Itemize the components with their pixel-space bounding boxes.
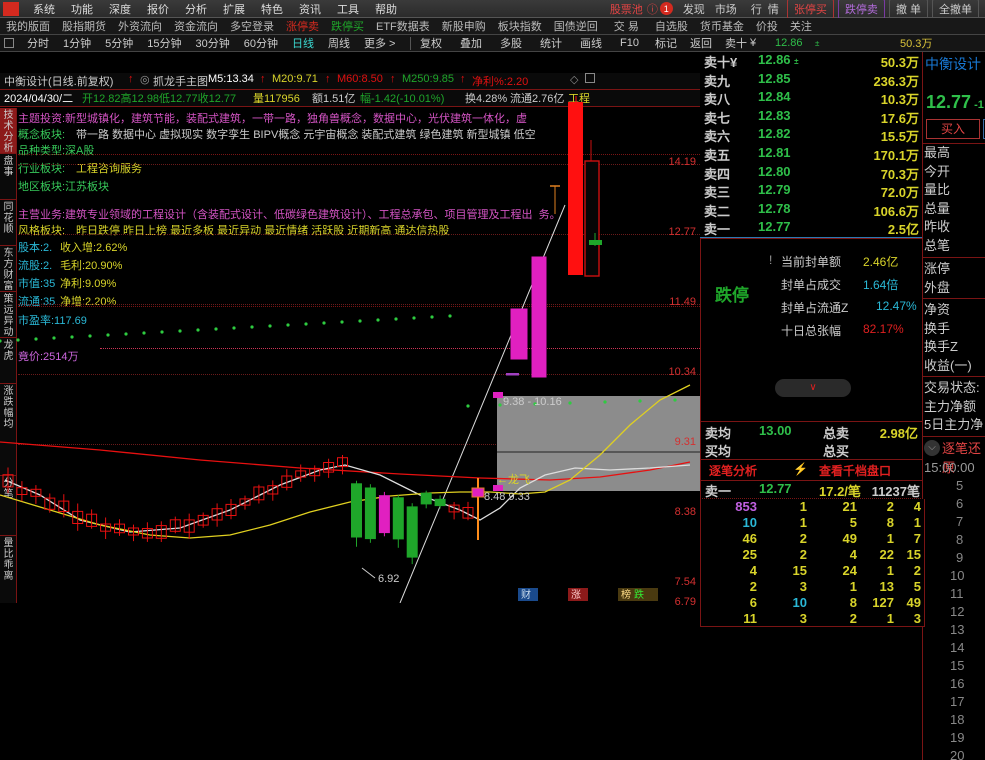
svg-text:涨: 涨 — [571, 589, 581, 601]
svg-text:6.92: 6.92 — [378, 573, 399, 585]
svg-text:←龙飞: ←龙飞 — [497, 473, 530, 486]
svg-text:8.48 9.33: 8.48 9.33 — [484, 491, 530, 503]
svg-text:榜: 榜 — [621, 588, 631, 601]
svg-text:财: 财 — [521, 588, 531, 601]
svg-text:9.38 - 10.16: 9.38 - 10.16 — [503, 396, 562, 408]
